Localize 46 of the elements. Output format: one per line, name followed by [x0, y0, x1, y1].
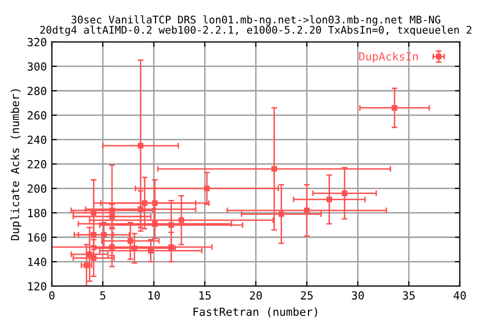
point — [304, 208, 310, 214]
point — [128, 238, 134, 244]
point — [109, 208, 115, 214]
point — [109, 214, 115, 220]
x-axis-title: FastRetran (number) — [194, 307, 318, 318]
legend-label: DupAcksIn — [359, 52, 418, 63]
y-tick-label: 160 — [28, 233, 46, 242]
y-tick-label: 140 — [28, 258, 46, 266]
point — [152, 200, 158, 206]
point — [342, 190, 348, 196]
point — [178, 217, 184, 223]
point — [84, 262, 90, 268]
point — [271, 166, 277, 172]
y-tick-label: 300 — [28, 62, 46, 71]
point — [392, 105, 398, 111]
x-tick-label: 35 — [402, 291, 415, 300]
point — [109, 244, 115, 250]
y-tick-label: 180 — [28, 208, 46, 218]
x-tick-label: 20 — [250, 291, 262, 300]
point — [142, 200, 148, 206]
point — [168, 222, 174, 228]
point — [326, 196, 332, 202]
y-axis-title: Duplicate Acks (number) — [10, 89, 22, 240]
x-tick-label: 30 — [352, 291, 364, 300]
point — [101, 232, 107, 238]
point — [90, 255, 96, 261]
x-tick-label: 5 — [100, 291, 106, 300]
point — [138, 142, 144, 148]
point — [278, 211, 284, 217]
y-tick-label: 280 — [28, 86, 46, 96]
x-tick-label: 25 — [300, 291, 313, 300]
x-tick-label: 40 — [454, 291, 466, 300]
chart-title: 30sec VanillaTCP DRS lon01.mb-ng.net->lon03.mb-ng.net MB-NG 20dtg4 altAIMD-0.2 web100-2.2.1, e1000-5.2.20 TxAbsIn=0, txqueuelen 2 — [40, 15, 472, 36]
y-tick-label: 120 — [28, 282, 46, 290]
point — [138, 206, 144, 212]
x-tick-label: 15 — [199, 291, 211, 300]
point — [90, 232, 96, 238]
y-tick-label: 240 — [28, 136, 46, 144]
point — [86, 252, 92, 258]
y-tick-label: 200 — [28, 184, 46, 193]
y-tick-label: 260 — [28, 111, 46, 120]
x-tick-label: 0 — [49, 291, 54, 300]
y-tick-label: 320 — [28, 38, 46, 46]
point — [204, 186, 210, 192]
y-tick-label: 220 — [28, 160, 46, 168]
x-tick-label: 10 — [148, 291, 160, 300]
